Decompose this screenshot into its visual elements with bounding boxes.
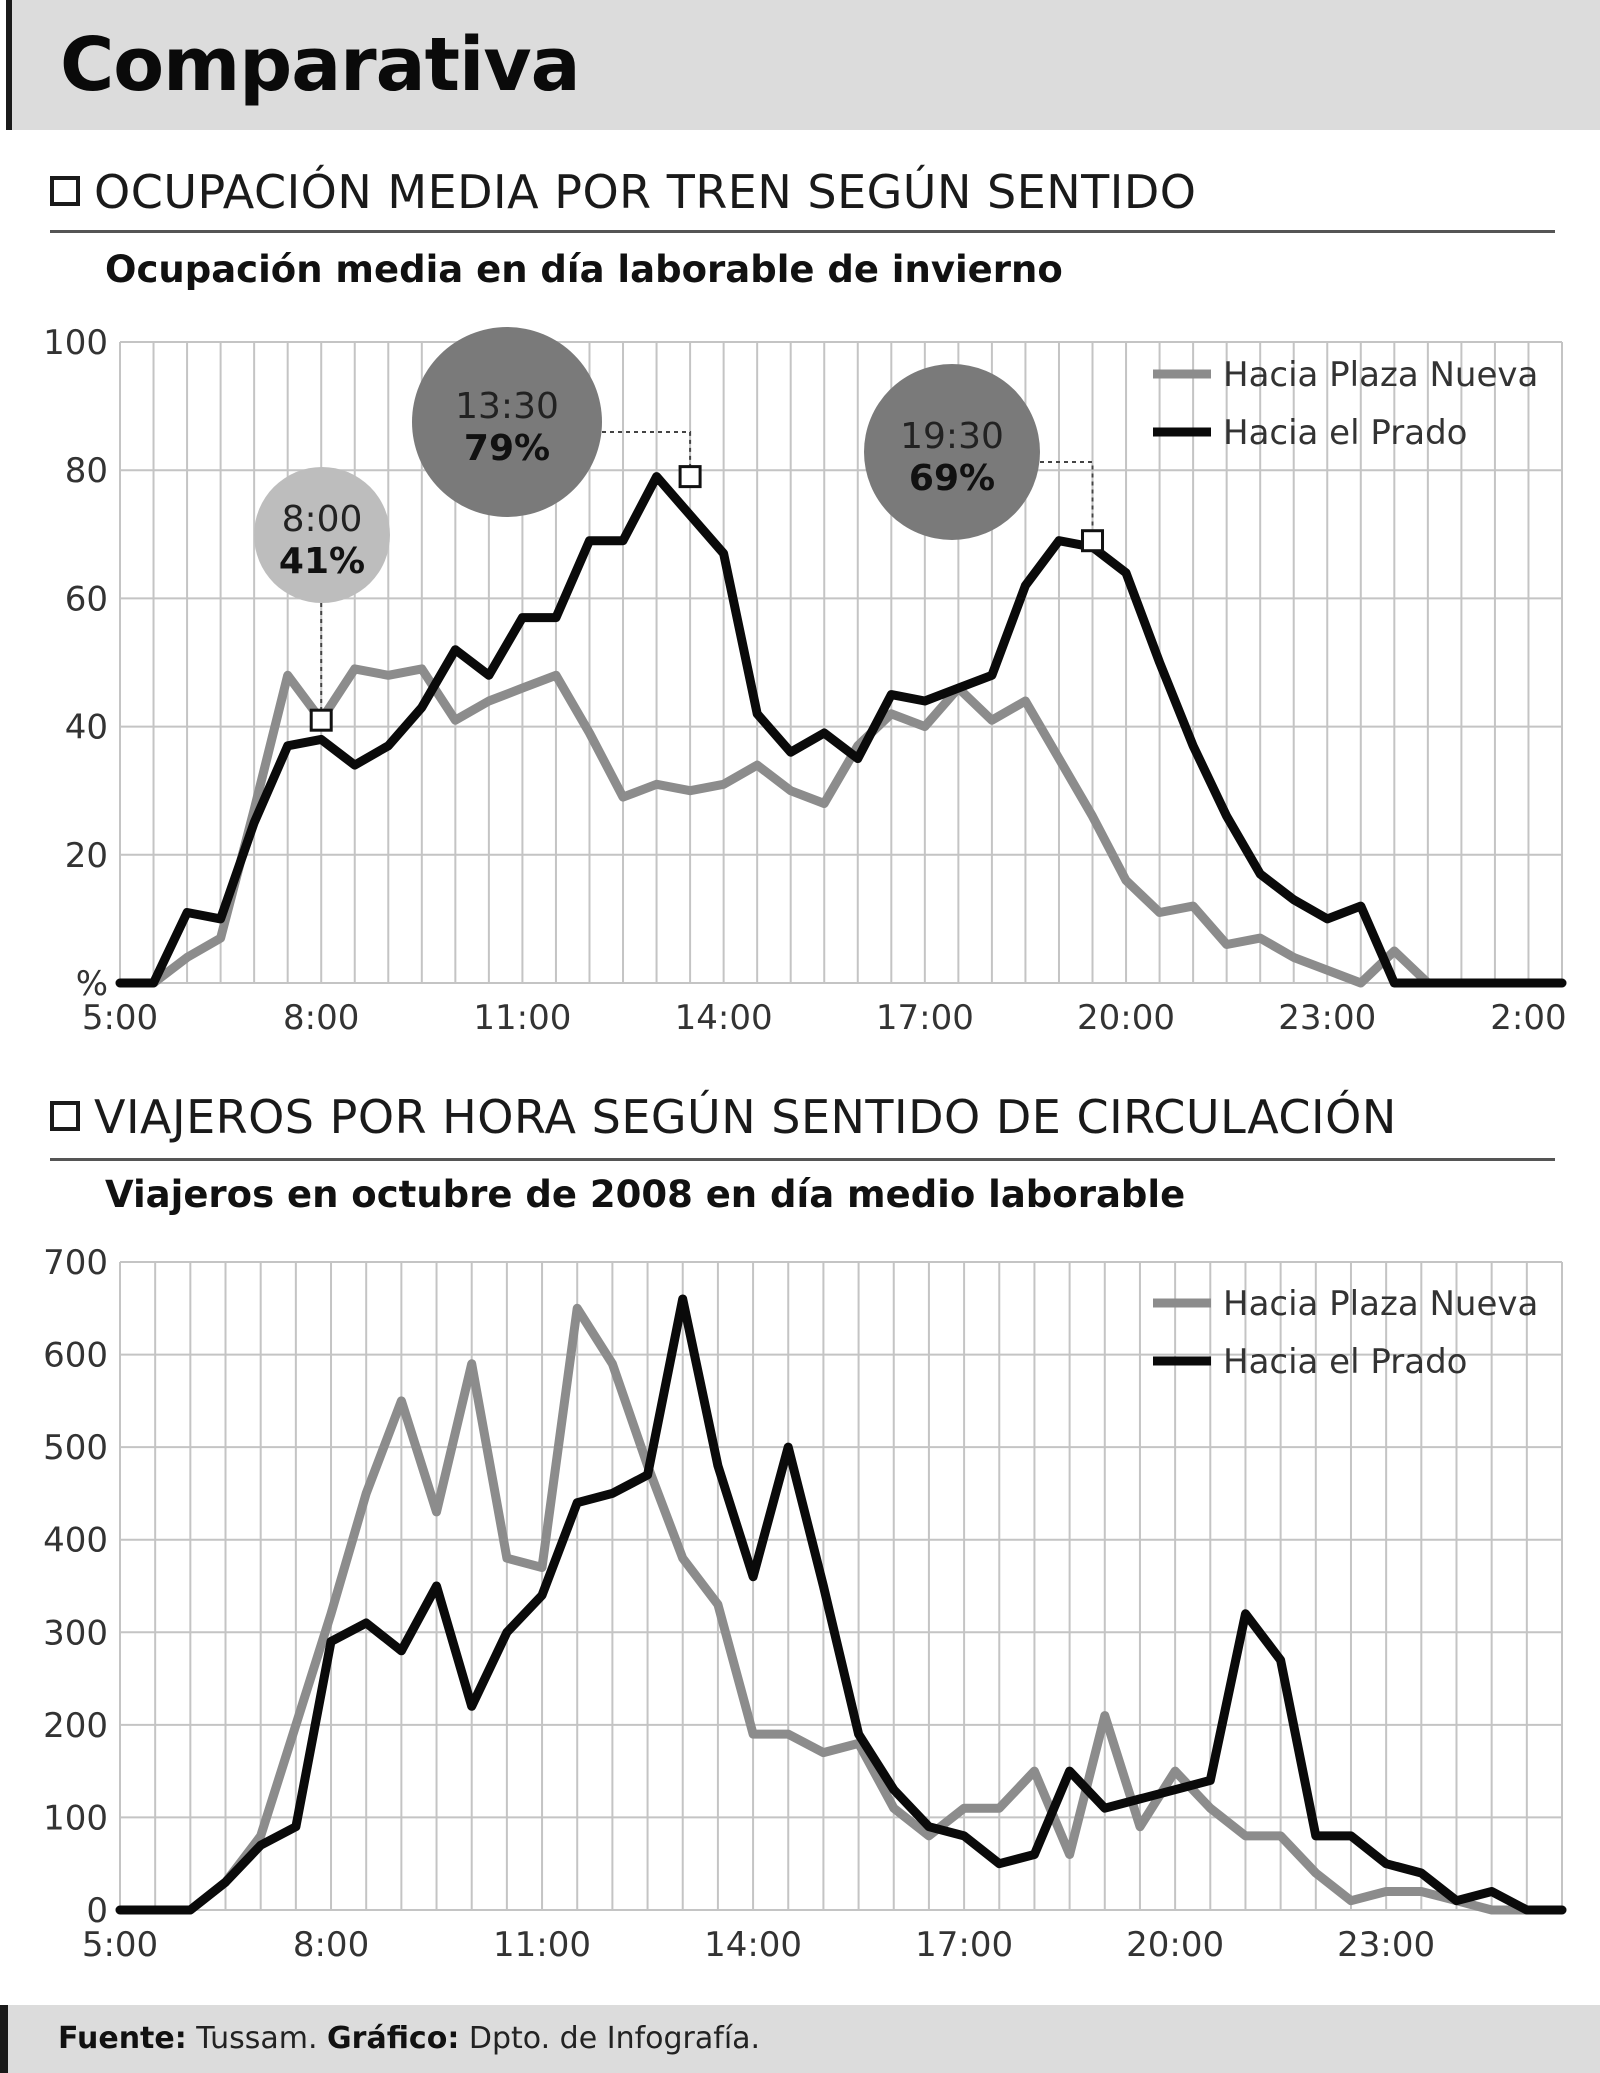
x-tick-label: 20:00 bbox=[1077, 998, 1175, 1038]
y-tick-label: 300 bbox=[43, 1613, 108, 1653]
x-tick-label: 14:00 bbox=[704, 1925, 802, 1965]
section1-rule bbox=[50, 230, 1555, 233]
x-tick-label: 8:00 bbox=[283, 998, 359, 1038]
section1-title-text: OCUPACIÓN MEDIA POR TREN SEGÚN SENTIDO bbox=[94, 165, 1197, 219]
x-tick-label: 20:00 bbox=[1126, 1925, 1224, 1965]
x-tick-label: 2:00 bbox=[1490, 998, 1566, 1038]
y-tick-label: 600 bbox=[43, 1336, 108, 1376]
graphic-value: Dpto. de Infografía. bbox=[468, 2021, 761, 2056]
x-tick-label: 23:00 bbox=[1278, 998, 1376, 1038]
legend-label: Hacia Plaza Nueva bbox=[1223, 1284, 1538, 1324]
y-tick-label: 0 bbox=[86, 1891, 108, 1931]
y-tick-label: 60 bbox=[65, 579, 108, 619]
callout-bubble bbox=[254, 467, 390, 603]
callout-time: 8:00 bbox=[282, 499, 363, 540]
y-tick-label: % bbox=[76, 964, 108, 1004]
series-line-hacia-el-prado bbox=[115, 472, 1567, 988]
callout-leader bbox=[1040, 461, 1094, 541]
checkbox-square-icon bbox=[50, 1101, 80, 1131]
section1-subtitle: Ocupación media en día laborable de invi… bbox=[105, 248, 1063, 291]
section1-title: OCUPACIÓN MEDIA POR TREN SEGÚN SENTIDO bbox=[50, 165, 1196, 219]
series-line-hacia-plaza-nueva bbox=[115, 664, 1567, 988]
x-tick-label: 11:00 bbox=[473, 998, 571, 1038]
travelers-chart: 0 100 200 300 400 500 600 700 5:00 8:00 11:00 14:00… bbox=[43, 1243, 1567, 1965]
source-value: Tussam. bbox=[196, 2021, 318, 2056]
x-tick-label: 14:00 bbox=[675, 998, 773, 1038]
section2-rule bbox=[50, 1158, 1555, 1161]
occupancy-chart: % 20 40 60 80 100 5:00 8:00 11:00 14:00 17:00 20:00… bbox=[43, 323, 1567, 1038]
legend-label: Hacia el Prado bbox=[1223, 1342, 1467, 1382]
x-tick-label: 23:00 bbox=[1337, 1925, 1435, 1965]
page-title: Comparativa bbox=[60, 22, 581, 108]
y-tick-label: 100 bbox=[43, 1798, 108, 1838]
x-tick-label: 17:00 bbox=[915, 1925, 1013, 1965]
y-tick-label: 100 bbox=[43, 323, 108, 363]
callout-leader bbox=[602, 431, 692, 477]
annotation-marker bbox=[678, 465, 702, 489]
x-tick-label: 5:00 bbox=[82, 998, 158, 1038]
series-line-hacia-el-prado bbox=[115, 1294, 1567, 1915]
callout-value: 41% bbox=[279, 541, 365, 582]
x-tick-label: 11:00 bbox=[493, 1925, 591, 1965]
legend-label: Hacia Plaza Nueva bbox=[1223, 355, 1538, 395]
section2-title: VIAJEROS POR HORA SEGÚN SENTIDO DE CIRCU… bbox=[50, 1090, 1397, 1144]
graphic-label: Gráfico: bbox=[327, 2021, 460, 2056]
callout-value: 79% bbox=[464, 428, 550, 469]
legend-label: Hacia el Prado bbox=[1223, 413, 1467, 453]
section2-title-text: VIAJEROS POR HORA SEGÚN SENTIDO DE CIRCU… bbox=[94, 1090, 1397, 1144]
y-tick-label: 20 bbox=[65, 836, 108, 876]
callout-time: 19:30 bbox=[900, 416, 1004, 457]
footer-credits: Fuente: Tussam. Gráfico: Dpto. de Infogr… bbox=[58, 2021, 760, 2056]
callout-bubble bbox=[864, 364, 1040, 540]
section2-subtitle: Viajeros en octubre de 2008 en día medio… bbox=[105, 1173, 1186, 1216]
source-label: Fuente: bbox=[58, 2021, 187, 2056]
header-bar: Comparativa bbox=[6, 0, 1600, 130]
callout-value: 69% bbox=[909, 458, 995, 499]
y-tick-label: 80 bbox=[65, 451, 108, 491]
y-tick-label: 500 bbox=[43, 1428, 108, 1468]
x-tick-label: 17:00 bbox=[876, 998, 974, 1038]
annotation-marker bbox=[309, 708, 333, 732]
series-line-hacia-plaza-nueva bbox=[115, 1303, 1567, 1915]
checkbox-square-icon bbox=[50, 176, 80, 206]
y-tick-label: 200 bbox=[43, 1706, 108, 1746]
callout-time: 13:30 bbox=[455, 386, 559, 427]
footer-bar: Fuente: Tussam. Gráfico: Dpto. de Infogr… bbox=[0, 2005, 1600, 2073]
x-tick-label: 5:00 bbox=[82, 1925, 158, 1965]
x-tick-label: 8:00 bbox=[293, 1925, 369, 1965]
y-tick-label: 400 bbox=[43, 1521, 108, 1561]
callout-bubble bbox=[412, 327, 602, 517]
y-tick-label: 40 bbox=[65, 708, 108, 748]
annotation-marker bbox=[1081, 529, 1105, 553]
y-tick-label: 700 bbox=[43, 1243, 108, 1283]
